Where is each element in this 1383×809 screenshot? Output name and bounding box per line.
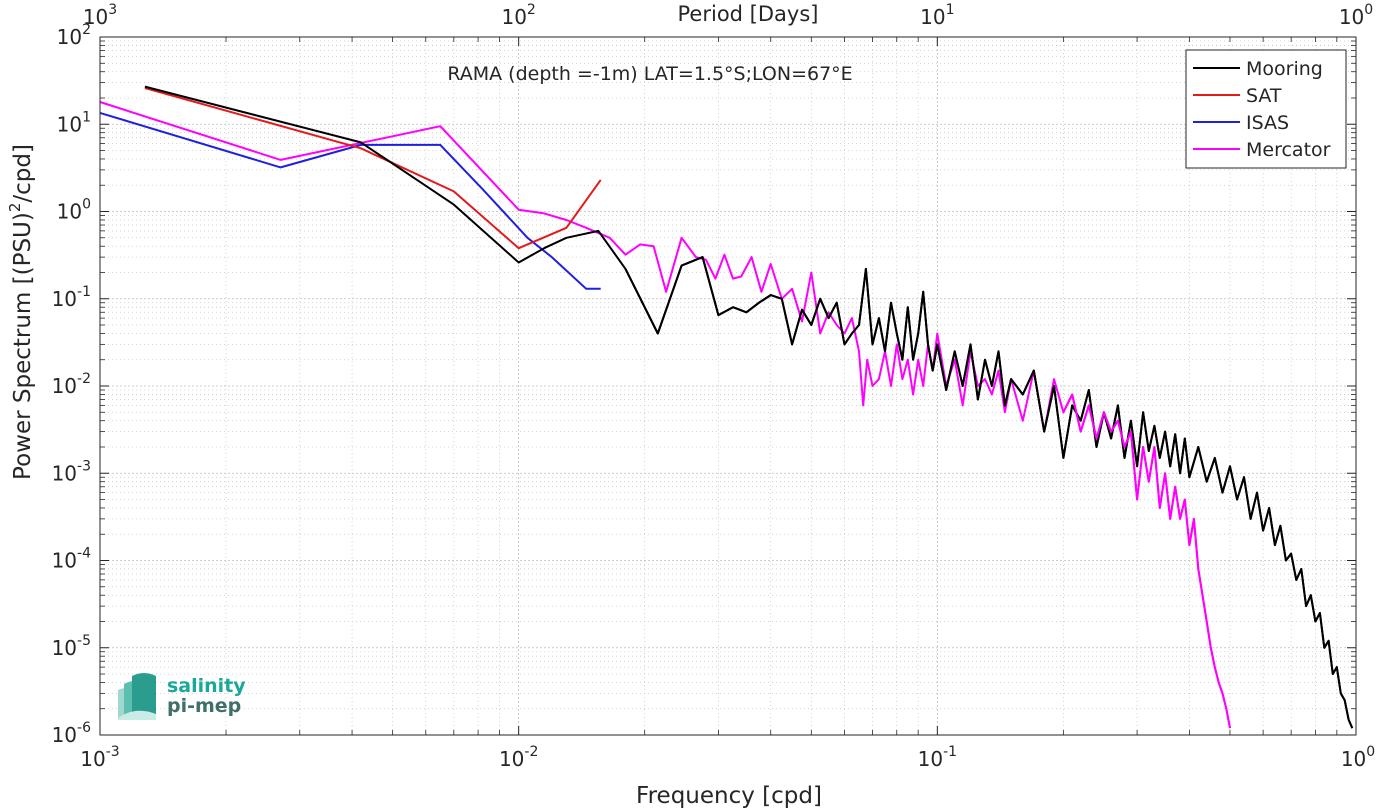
x-tick-label-base: 10 xyxy=(918,747,943,771)
series-line-mercator-tail xyxy=(1062,393,1231,729)
top-tick-label: 100 xyxy=(1339,2,1373,29)
x-tick-label: 100 xyxy=(1341,744,1375,771)
series-line-mooring xyxy=(144,85,1354,729)
y-tick-label: 101 xyxy=(57,109,91,136)
y-tick-label: 10-4 xyxy=(52,546,92,573)
top-tick-label-exp: 3 xyxy=(108,2,117,18)
x-tick-label: 10-3 xyxy=(80,744,119,771)
y-tick-label-base: 10 xyxy=(52,723,77,747)
y-tick-label-exp: -2 xyxy=(77,371,91,387)
top-tick-label-base: 10 xyxy=(83,5,108,29)
series-line-isas xyxy=(99,111,601,290)
y-tick-label-base: 10 xyxy=(57,25,82,49)
x-tick-label-base: 10 xyxy=(499,747,524,771)
y-tick-label-exp: -1 xyxy=(77,284,91,300)
top-tick-label-exp: 1 xyxy=(946,2,955,18)
y-axis-label-tail: /cpd] xyxy=(10,144,36,203)
y-tick-label-exp: 0 xyxy=(82,197,91,213)
y-tick-label-base: 10 xyxy=(52,549,77,573)
top-tick-label-base: 10 xyxy=(1339,5,1364,29)
top-tick-label: 102 xyxy=(501,2,535,29)
logo-text-pimep: pi-mep xyxy=(167,695,241,717)
y-tick-label-base: 10 xyxy=(52,461,77,485)
x-axis-label: Frequency [cpd] xyxy=(636,783,822,809)
ticks-layer xyxy=(99,36,1357,736)
y-tick-label-exp: -3 xyxy=(77,458,91,474)
y-tick-label-exp: -5 xyxy=(77,633,91,649)
legend-label: ISAS xyxy=(1246,112,1289,134)
x-tick-label-exp: -1 xyxy=(943,744,957,760)
y-axis-label: Power Spectrum [(PSU)2/cpd] xyxy=(6,144,36,480)
top-tick-label-base: 10 xyxy=(920,5,945,29)
y-tick-label: 10-6 xyxy=(52,720,92,747)
y-tick-label-exp: 1 xyxy=(82,109,91,125)
x-tick-label-base: 10 xyxy=(1341,747,1366,771)
series-line-sat xyxy=(144,87,602,250)
x-tick-label-exp: 0 xyxy=(1366,744,1375,760)
legend-label: SAT xyxy=(1246,85,1282,107)
salinity-pimep-logo: salinity pi-mep xyxy=(118,673,246,720)
y-tick-label: 102 xyxy=(57,22,91,49)
legend: Mooring SAT ISAS Mercator xyxy=(1185,49,1347,169)
top-tick-label: 101 xyxy=(920,2,954,29)
y-tick-label: 10-5 xyxy=(52,633,91,660)
x-tick-label-exp: -3 xyxy=(106,744,120,760)
y-tick-label-base: 10 xyxy=(52,636,77,660)
y-tick-label: 10-1 xyxy=(52,284,91,311)
top-tick-label-exp: 0 xyxy=(1364,2,1373,18)
top-tick-label-base: 10 xyxy=(501,5,526,29)
y-tick-label-base: 10 xyxy=(57,200,82,224)
x-tick-label: 10-1 xyxy=(918,744,957,771)
y-tick-label: 10-2 xyxy=(52,371,91,398)
y-tick-label-base: 10 xyxy=(57,112,82,136)
x-tick-label-base: 10 xyxy=(80,747,105,771)
logo-text-salinity: salinity xyxy=(167,675,246,697)
top-x-axis-label: Period [Days] xyxy=(678,2,819,26)
x-tick-label: 10-2 xyxy=(499,744,538,771)
legend-label: Mercator xyxy=(1246,139,1331,161)
x-tick-label-exp: -2 xyxy=(524,744,538,760)
y-axis-label-sup: 2 xyxy=(6,203,24,213)
y-tick-label: 10-3 xyxy=(52,458,91,485)
grid-major xyxy=(99,36,1357,736)
y-tick-label: 100 xyxy=(57,197,91,224)
y-tick-label-exp: -6 xyxy=(77,720,91,736)
y-tick-label-exp: 2 xyxy=(82,22,91,38)
series-line-mercator xyxy=(99,101,1231,729)
y-tick-label-exp: -4 xyxy=(77,546,91,562)
top-tick-label: 103 xyxy=(83,2,117,29)
legend-label: Mooring xyxy=(1246,58,1323,80)
top-tick-label-exp: 2 xyxy=(527,2,536,18)
logo-wave-icon xyxy=(118,673,156,720)
chart-title: RAMA (depth =-1m) LAT=1.5°S;LON=67°E xyxy=(447,63,852,85)
y-tick-label-base: 10 xyxy=(52,287,77,311)
y-axis-label-main: Power Spectrum [(PSU) xyxy=(10,212,36,480)
series-layer xyxy=(99,85,1354,729)
y-tick-label-base: 10 xyxy=(52,374,77,398)
series-line-mooring-tail xyxy=(624,256,1354,729)
